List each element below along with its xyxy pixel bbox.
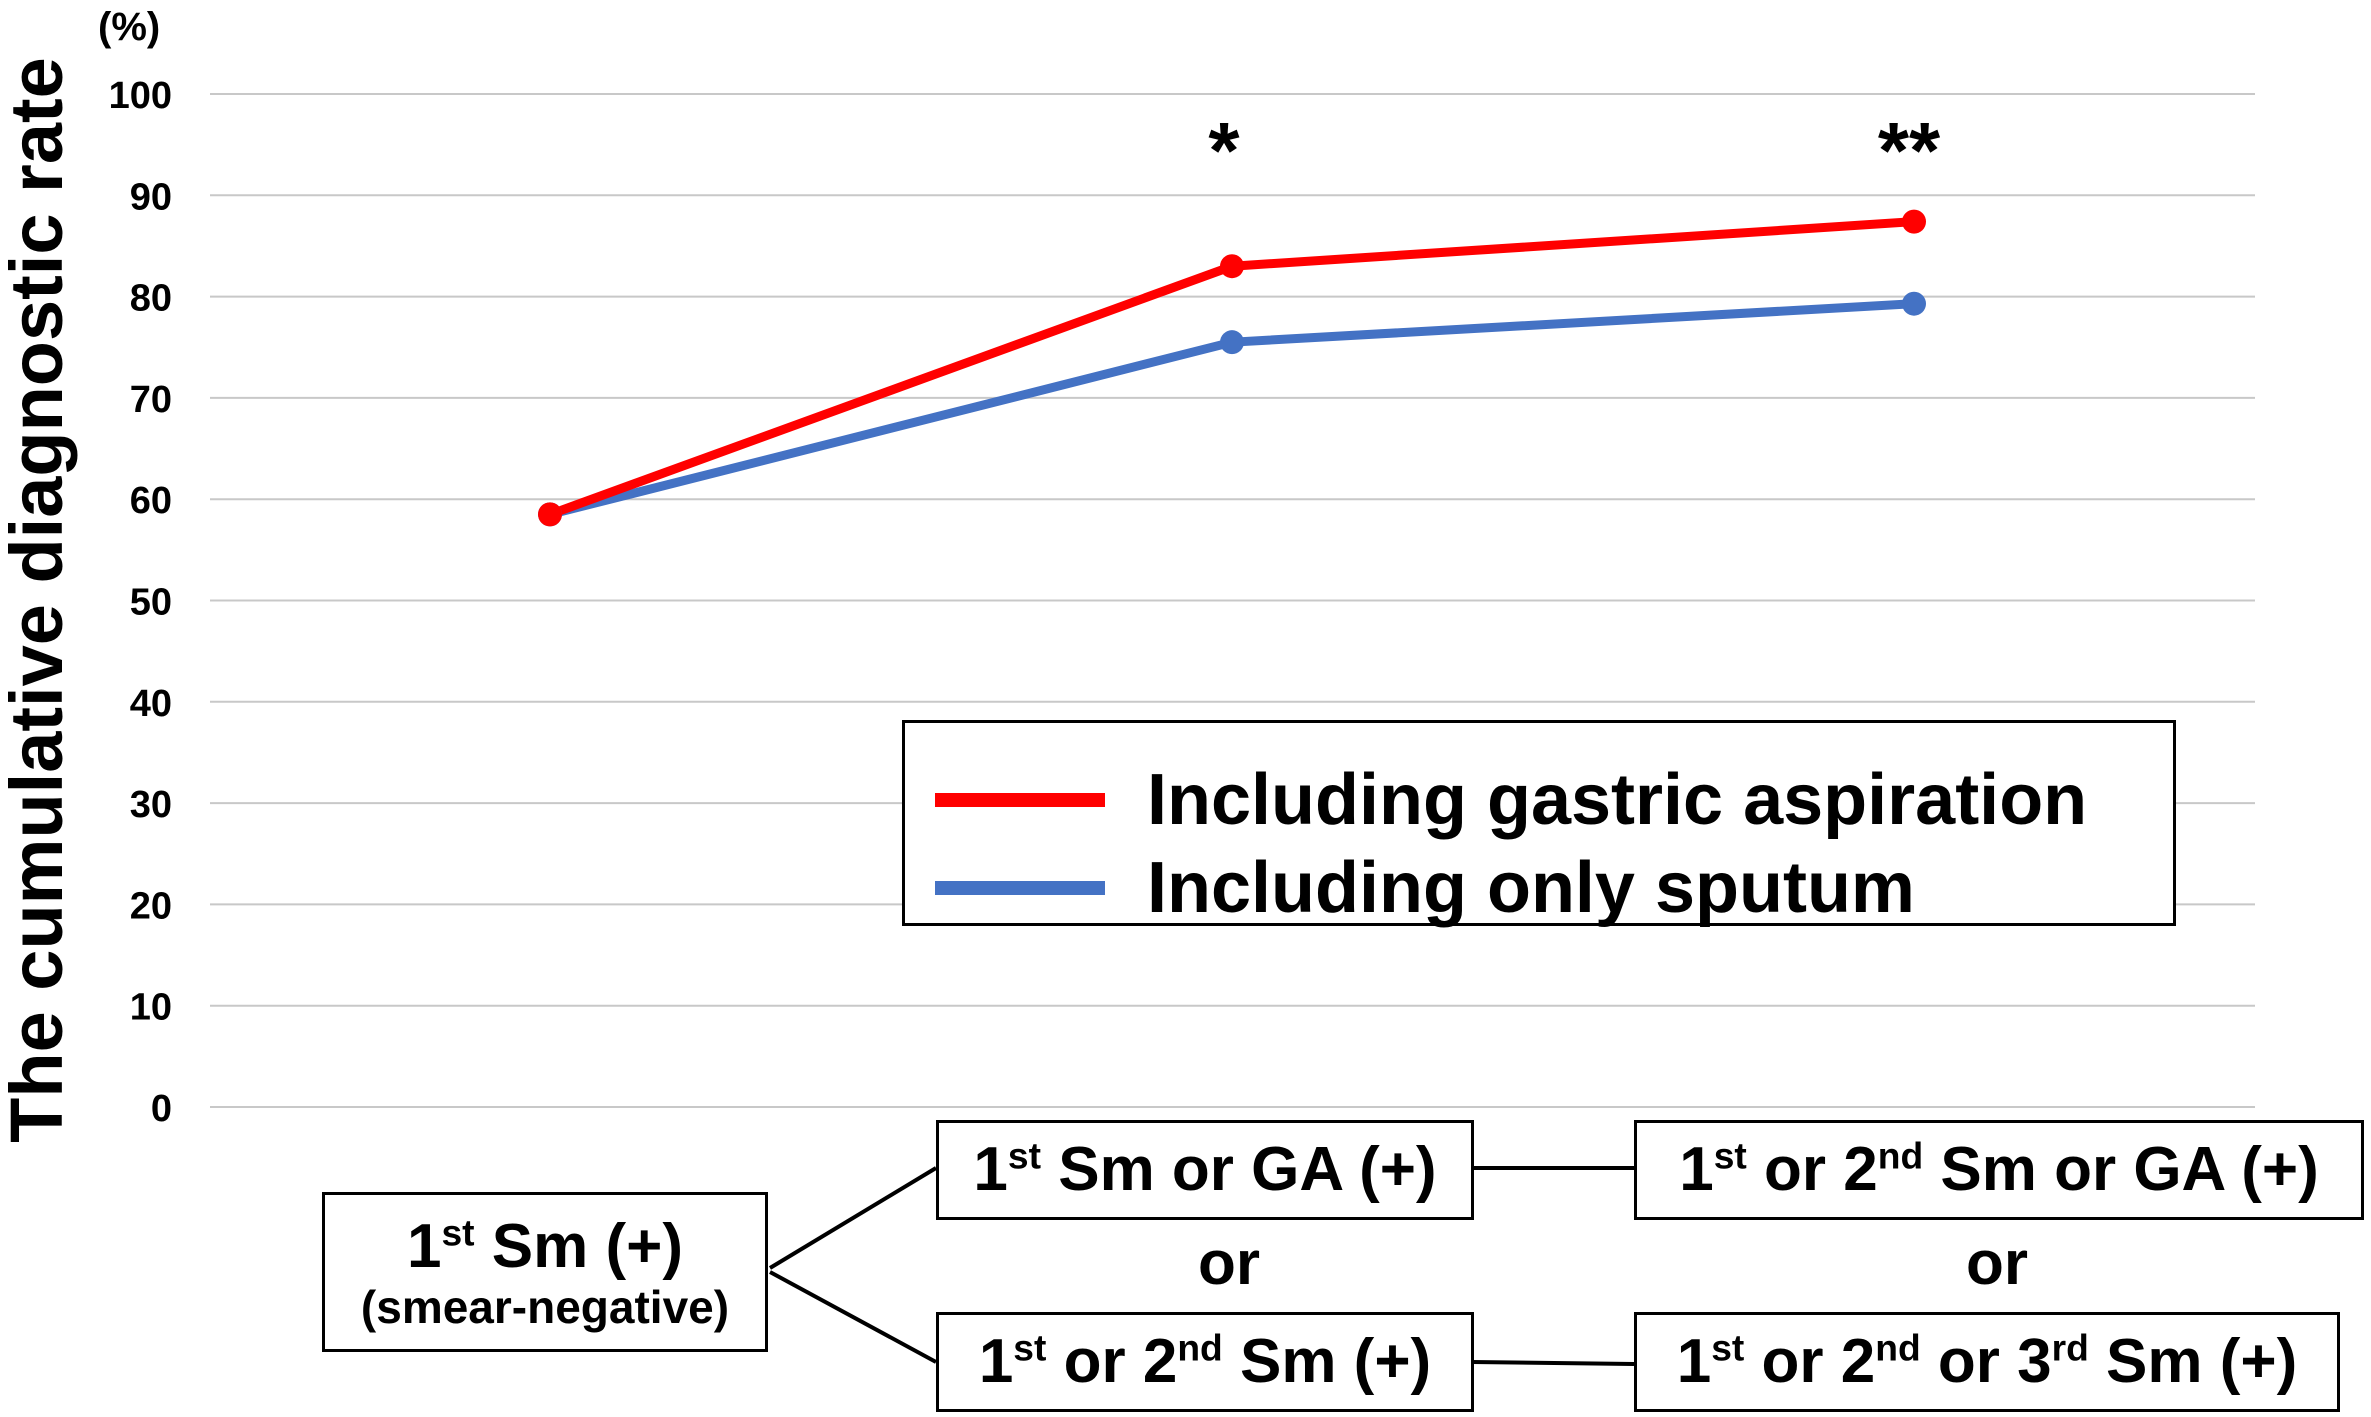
legend: Including gastric aspiration Including o… bbox=[902, 720, 2176, 929]
y-tick-label: 40 bbox=[130, 683, 172, 725]
y-tick-label: 20 bbox=[130, 885, 172, 927]
y-tick-label: 80 bbox=[130, 278, 172, 320]
y-unit-label: (%) bbox=[98, 5, 160, 49]
data-point bbox=[1220, 254, 1244, 279]
data-point bbox=[1220, 330, 1244, 355]
y-tick-label: 0 bbox=[151, 1088, 172, 1130]
y-tick-labels: 0 10 20 30 40 50 60 70 80 90 100 bbox=[109, 75, 172, 1130]
data-point bbox=[1902, 291, 1926, 316]
data-point bbox=[538, 502, 562, 527]
significance-annotations: * ** bbox=[1208, 106, 1941, 195]
flow-box-end-bottom: 1st or 2nd or 3rd Sm (+) bbox=[1634, 1312, 2340, 1412]
legend-label-gastric: Including gastric aspiration bbox=[1147, 760, 2088, 840]
legend-label-sputum: Including only sputum bbox=[1147, 848, 1915, 928]
flow-connectors bbox=[768, 1166, 1635, 1366]
y-tick-label: 30 bbox=[130, 784, 172, 826]
significance-marker: * bbox=[1208, 106, 1240, 195]
y-tick-label: 60 bbox=[130, 480, 172, 522]
or-label-mid: or bbox=[1198, 1229, 1260, 1298]
legend-item-sputum: Including only sputum bbox=[935, 847, 1915, 929]
flow-box-start: 1st Sm (+) (smear-negative) bbox=[322, 1192, 768, 1352]
flow-box-end-top: 1st or 2nd Sm or GA (+) bbox=[1634, 1120, 2364, 1220]
flow-box-mid-bottom: 1st or 2nd Sm (+) bbox=[936, 1312, 1474, 1412]
y-axis-label: The cumulative diagnostic rate bbox=[0, 57, 78, 1143]
gridlines bbox=[210, 93, 2255, 1108]
y-tick-label: 10 bbox=[130, 987, 172, 1029]
flow-box-mid-top: 1st Sm or GA (+) bbox=[936, 1120, 1474, 1220]
series-points bbox=[538, 209, 1926, 527]
data-point bbox=[1902, 209, 1926, 234]
y-tick-label: 90 bbox=[130, 176, 172, 218]
y-tick-label: 70 bbox=[130, 379, 172, 421]
y-tick-label: 50 bbox=[130, 582, 172, 624]
legend-swatch-sputum bbox=[935, 881, 1105, 895]
or-label-end: or bbox=[1966, 1229, 2028, 1298]
significance-marker: ** bbox=[1878, 106, 1941, 195]
legend-swatch-gastric bbox=[935, 793, 1105, 807]
legend-item-gastric: Including gastric aspiration bbox=[935, 759, 2087, 841]
y-tick-label: 100 bbox=[109, 75, 172, 117]
flow-box-start-sub: (smear-negative) bbox=[360, 1281, 730, 1333]
